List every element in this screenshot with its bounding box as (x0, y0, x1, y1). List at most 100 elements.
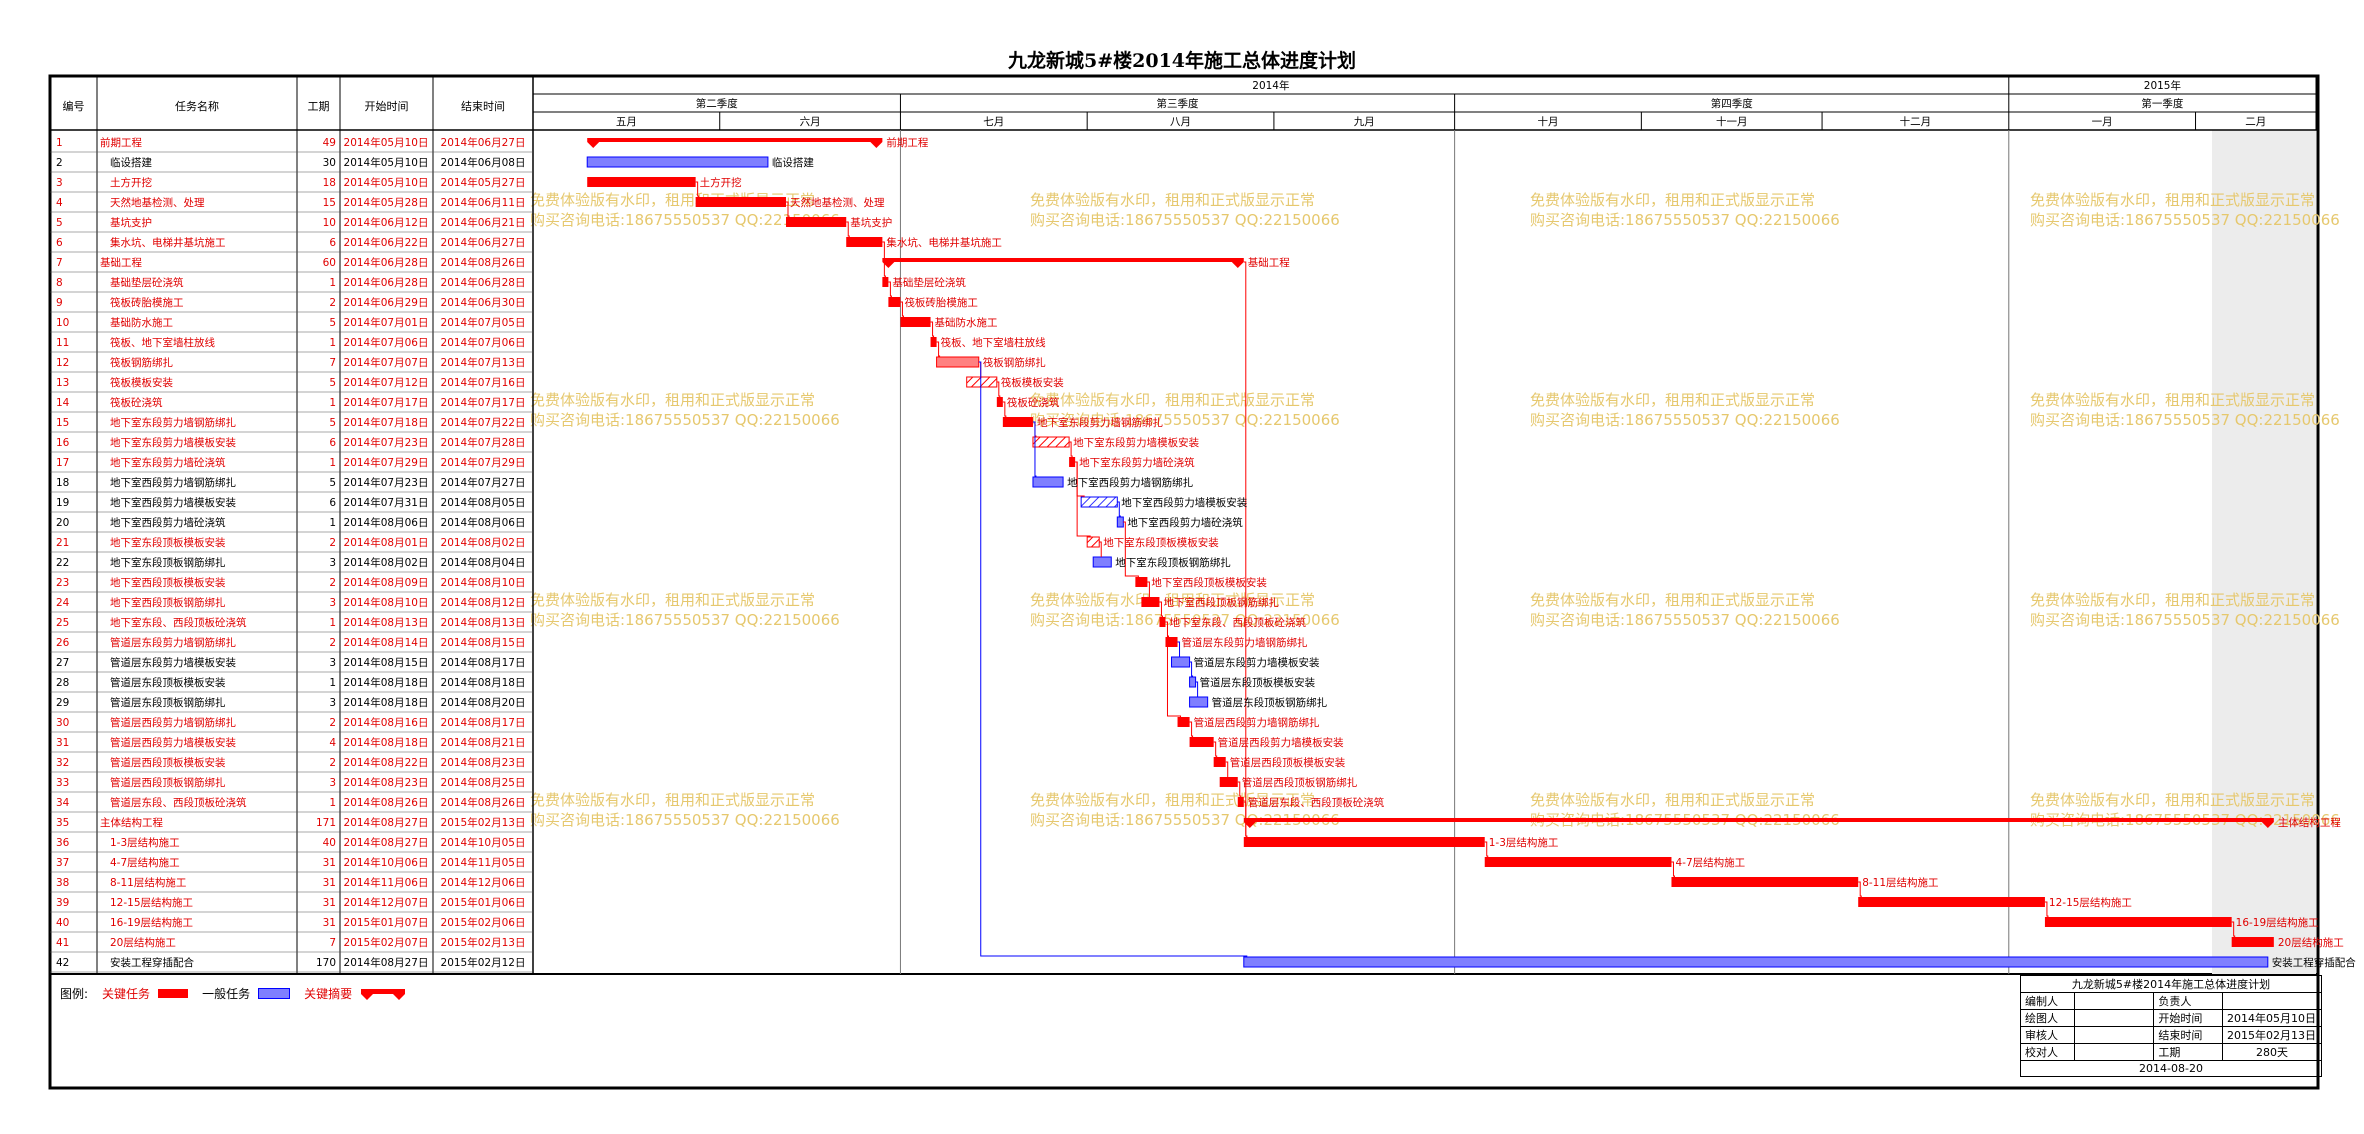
dependency-link (1237, 781, 1242, 797)
task-name: 地下室东段剪力墙钢筋绑扎 (110, 416, 236, 429)
critical-bar (1177, 717, 1190, 727)
bar-label: 主体结构工程 (2278, 816, 2341, 829)
task-end: 2014年07月29日 (441, 456, 526, 469)
task-duration: 2 (329, 717, 336, 729)
dependency-link (785, 201, 790, 217)
bar-label: 地下室西段剪力墙钢筋绑扎 (1067, 476, 1193, 489)
bar-label: 地下室东段剪力墙砼浇筑 (1079, 456, 1195, 469)
critical-bar (2231, 937, 2274, 947)
task-end: 2014年08月05日 (441, 496, 526, 509)
task-start: 2014年08月02日 (344, 556, 429, 569)
task-name: 地下室西段剪力墙砼浇筑 (110, 516, 226, 529)
task-end: 2014年08月12日 (441, 596, 526, 609)
task-duration: 1 (329, 337, 336, 349)
info-label: 审核人 (2019, 1026, 2076, 1044)
task-start: 2014年05月28日 (344, 196, 429, 209)
task-start: 2014年08月15日 (344, 656, 429, 669)
normal-bar (1171, 656, 1191, 668)
task-end: 2015年02月12日 (441, 956, 526, 969)
bar-label: 管道层西段顶板模板安装 (1230, 756, 1346, 769)
task-name: 管道层东段顶板钢筋绑扎 (110, 696, 226, 709)
task-duration: 30 (323, 157, 336, 169)
task-end: 2015年02月06日 (441, 916, 526, 929)
task-end: 2014年07月05日 (441, 316, 526, 329)
task-id: 6 (56, 237, 63, 249)
column-header-start: 开始时间 (365, 99, 409, 113)
critical-bar (996, 397, 1003, 407)
task-start: 2014年11月06日 (344, 876, 429, 889)
task-duration: 1 (329, 677, 336, 689)
task-end: 2014年08月17日 (441, 656, 526, 669)
task-end: 2014年07月22日 (441, 416, 526, 429)
watermark-line1: 免费体验版有水印，租用和正式版显示正常 (530, 791, 815, 809)
bar-label: 地下室西段剪力墙模板安装 (1121, 496, 1247, 509)
task-name: 管道层东段、西段顶板砼浇筑 (110, 796, 247, 809)
summary-bar (587, 138, 883, 148)
bar-label: 地下室西段顶板钢筋绑扎 (1163, 596, 1279, 609)
watermark-line2: 购买咨询电话:18675550537 QQ:22150066 (1030, 611, 1340, 629)
task-duration: 5 (329, 377, 336, 389)
task-start: 2014年08月22日 (344, 756, 429, 769)
task-id: 37 (56, 857, 69, 869)
task-duration: 31 (323, 857, 336, 869)
task-id: 15 (56, 417, 69, 429)
task-id: 36 (56, 837, 70, 849)
legend-critical-swatch (158, 989, 189, 998)
bar-label: 8-11层结构施工 (1862, 876, 1938, 889)
dependency-link (1225, 761, 1229, 777)
legend: 图例: 关键任务 一般任务 关键摘要 (60, 985, 406, 1002)
info-label: 工期 (2153, 1043, 2223, 1061)
task-start: 2014年08月27日 (344, 816, 429, 829)
dependency-link (1117, 501, 1121, 517)
task-end: 2014年08月26日 (441, 796, 526, 809)
dependency-link (900, 301, 904, 317)
hatched-bar (966, 376, 998, 388)
task-name: 地下室西段剪力墙模板安装 (110, 496, 236, 509)
watermark-line1: 免费体验版有水印，租用和正式版显示正常 (2030, 591, 2315, 609)
critical-bar (2044, 917, 2232, 927)
task-duration: 1 (329, 397, 336, 409)
critical-bar (1069, 457, 1076, 467)
task-name: 前期工程 (100, 136, 142, 149)
dependency-link (978, 361, 1248, 957)
critical-bar (846, 237, 883, 247)
dependency-link (882, 241, 886, 277)
task-id: 9 (56, 297, 63, 309)
info-value (2074, 1009, 2155, 1027)
info-box-title: 九龙新城5#楼2014年施工总体进度计划 (2020, 975, 2322, 993)
bar-label: 地下室东段剪力墙钢筋绑扎 (1037, 416, 1163, 429)
task-duration: 5 (329, 417, 336, 429)
legend-prefix: 图例: (60, 987, 89, 1001)
task-id: 12 (56, 357, 69, 369)
task-id: 20 (56, 517, 69, 529)
column-header-id: 编号 (63, 99, 85, 113)
dependency-link (2231, 921, 2236, 937)
bar-label: 地下室西段剪力墙砼浇筑 (1127, 516, 1243, 529)
bar-label: 管道层东段剪力墙钢筋绑扎 (1182, 636, 1308, 649)
task-name: 筏板模板安装 (110, 376, 173, 389)
bar-label: 1-3层结构施工 (1489, 836, 1559, 849)
task-start: 2014年08月18日 (344, 676, 429, 689)
task-name: 16-19层结构施工 (110, 916, 193, 929)
dependency-link (930, 321, 935, 337)
task-end: 2014年07月16日 (441, 376, 526, 389)
task-duration: 170 (316, 957, 336, 969)
task-duration: 1 (329, 797, 336, 809)
bar-label: 基础防水施工 (935, 316, 998, 329)
watermark-line2: 购买咨询电话:18675550537 QQ:22150066 (2030, 411, 2340, 429)
info-label: 开始时间 (2153, 1009, 2223, 1027)
task-id: 26 (56, 637, 70, 649)
task-end: 2014年10月05日 (441, 836, 526, 849)
task-name: 地下室东段、西段顶板砼浇筑 (110, 616, 247, 629)
task-name: 基础防水施工 (110, 316, 173, 329)
watermark-line1: 免费体验版有水印，租用和正式版显示正常 (530, 591, 815, 609)
dependency-link (1069, 441, 1073, 457)
task-id: 30 (56, 717, 69, 729)
month-label: 八月 (1170, 116, 1191, 128)
task-end: 2014年08月10日 (441, 576, 526, 589)
bar-label: 16-19层结构施工 (2236, 916, 2319, 929)
task-id: 27 (56, 657, 69, 669)
task-id: 32 (56, 757, 69, 769)
info-value (2074, 1043, 2155, 1061)
task-name: 基础工程 (100, 256, 142, 269)
